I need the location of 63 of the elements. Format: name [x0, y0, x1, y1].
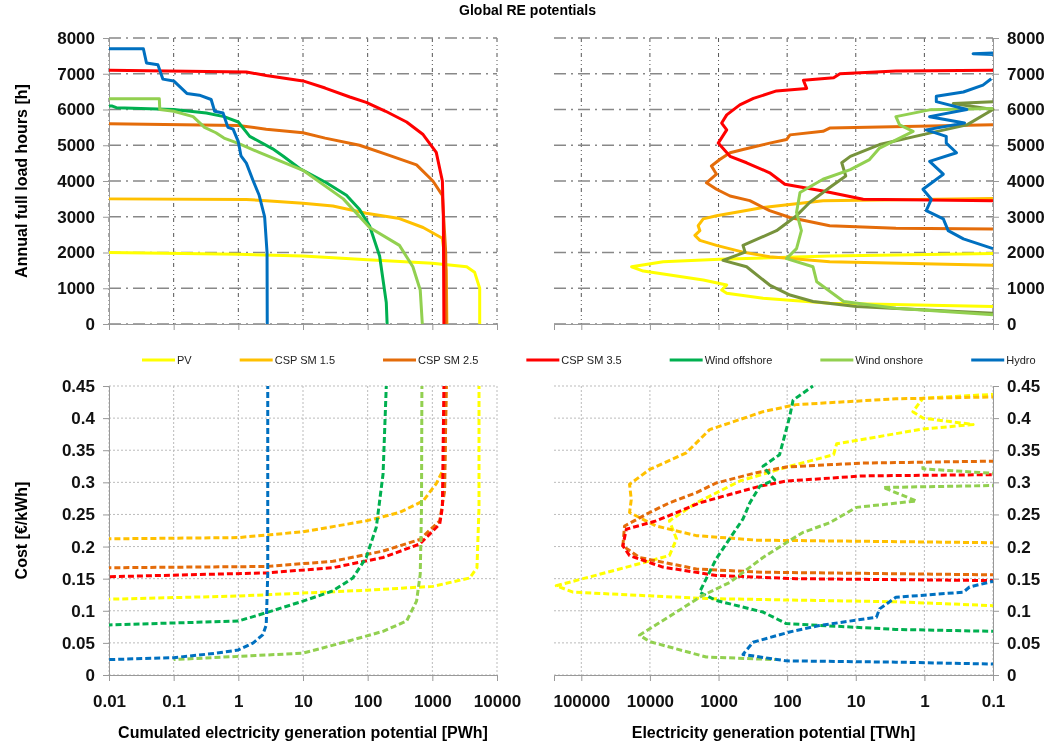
x-axis-title: Electricity generation potential [TWh] [631, 724, 916, 741]
y-tick-label: 1000 [57, 279, 95, 299]
y-tick-label: 2000 [1007, 243, 1045, 263]
y-tick-label: 0.35 [1007, 441, 1041, 461]
y-tick-label: 3000 [1007, 207, 1045, 227]
y-tick-label: 0.3 [71, 473, 95, 493]
y-tick-label: 7000 [57, 64, 95, 84]
y-tick-label: 0.1 [1007, 601, 1031, 621]
x-tick-label: 0.01 [92, 692, 127, 712]
x-axis-title: Cumulated electricity generation potential [PWh] [118, 724, 488, 741]
y-tick-label: 0.4 [71, 409, 96, 429]
x-tick-label: 1000 [413, 692, 452, 712]
y-tick-label: 0.15 [1007, 569, 1041, 589]
y-tick-label: 6000 [57, 100, 95, 120]
x-tick-label: 1 [234, 692, 244, 712]
legend-label: CSP SM 1.5 [274, 354, 336, 366]
y-tick-label: 8000 [57, 28, 95, 48]
x-tick-label: 10 [294, 692, 313, 712]
legend-label: Wind offshore [704, 354, 773, 366]
y-tick-label: 0 [85, 314, 95, 334]
y-tick-label: 3000 [57, 207, 95, 227]
y-tick-label: 0.05 [61, 633, 95, 653]
x-tick-label: 100 [353, 692, 383, 712]
x-tick-label: 1000 [700, 692, 738, 712]
y-axis-title: Cost [€/kWh] [13, 481, 30, 580]
x-tick-label: 10000 [473, 692, 522, 712]
y-tick-label: 0.25 [61, 505, 95, 525]
y-tick-label: 2000 [57, 243, 95, 263]
x-tick-label: 10 [846, 692, 866, 712]
y-tick-label: 0.15 [61, 569, 95, 589]
legend-label: CSP SM 3.5 [561, 354, 622, 366]
y-tick-label: 4000 [57, 171, 95, 191]
legend-label: Hydro [1006, 354, 1036, 366]
y-tick-label: 4000 [1007, 171, 1045, 191]
y-tick-label: 0.25 [1007, 505, 1041, 525]
legend-label: CSP SM 2.5 [418, 354, 479, 366]
y-tick-label: 0.05 [1007, 633, 1041, 653]
y-tick-label: 5000 [1007, 136, 1045, 156]
legend-label: PV [177, 354, 193, 366]
y-tick-label: 0.1 [71, 601, 95, 621]
x-tick-label: 100 [773, 692, 802, 712]
y-tick-label: 6000 [1007, 100, 1045, 120]
y-tick-label: 0.45 [61, 376, 95, 396]
y-tick-label: 0.2 [71, 537, 95, 557]
x-tick-label: 1 [920, 692, 930, 712]
y-tick-label: 0.35 [61, 441, 95, 461]
y-tick-label: 0.2 [1007, 537, 1031, 557]
y-tick-label: 0 [1007, 314, 1017, 334]
x-tick-label: 10000 [626, 692, 675, 712]
y-tick-label: 8000 [1007, 28, 1045, 48]
y-tick-label: 0.4 [1007, 409, 1032, 429]
y-tick-label: 0 [85, 665, 95, 685]
y-tick-label: 0.45 [1007, 376, 1041, 396]
y-tick-label: 0 [1007, 665, 1017, 685]
text: Global RE potentials [459, 2, 597, 18]
x-tick-label: 100000 [553, 692, 611, 712]
legend-label: Wind onshore [855, 354, 924, 366]
y-tick-label: 0.3 [1007, 473, 1031, 493]
y-tick-label: 1000 [1007, 279, 1045, 299]
y-tick-label: 5000 [57, 136, 95, 156]
y-axis-title: Annual full load hours [h] [13, 84, 30, 278]
x-tick-label: 0.1 [162, 692, 186, 712]
y-tick-label: 7000 [1007, 64, 1045, 84]
